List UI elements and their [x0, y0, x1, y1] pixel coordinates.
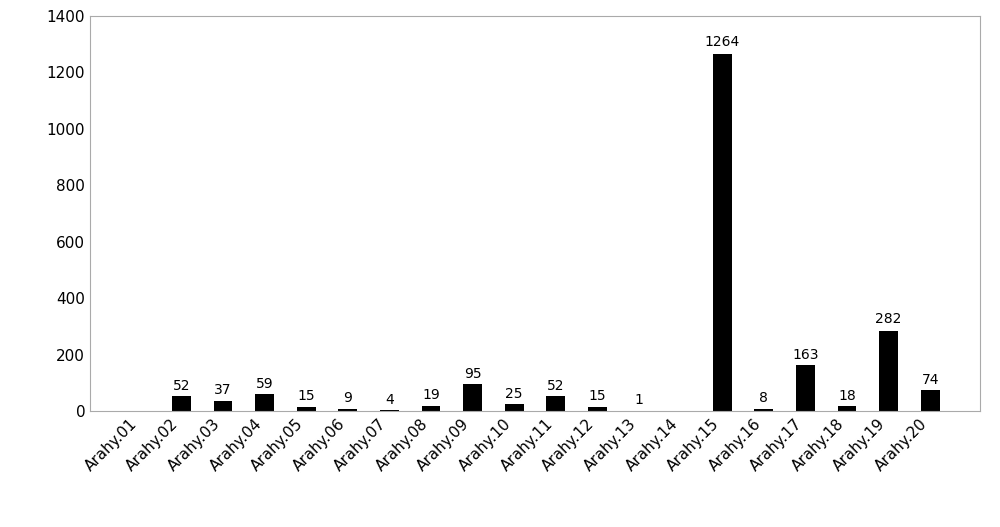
Text: 95: 95 [464, 367, 481, 381]
Text: 37: 37 [214, 383, 232, 397]
Bar [546, 396, 565, 411]
Bar [463, 384, 482, 411]
Bar [172, 396, 191, 411]
Bar [380, 410, 399, 411]
Bar [338, 408, 357, 411]
Text: 19: 19 [422, 388, 440, 402]
Text: 52: 52 [173, 379, 190, 393]
Bar [297, 407, 316, 411]
Bar [796, 365, 815, 411]
Text: 9: 9 [343, 391, 352, 405]
Text: 15: 15 [297, 389, 315, 404]
Bar [713, 54, 732, 411]
Text: 15: 15 [589, 389, 606, 404]
Text: 74: 74 [921, 373, 939, 387]
Bar [422, 406, 440, 411]
Text: 59: 59 [256, 377, 273, 391]
Text: 1264: 1264 [705, 35, 740, 49]
Bar [838, 406, 856, 411]
Bar [214, 401, 232, 411]
Text: 25: 25 [505, 387, 523, 401]
Bar [921, 390, 940, 411]
Bar [505, 404, 524, 411]
Text: 4: 4 [385, 393, 394, 406]
Bar [588, 407, 607, 411]
Text: 18: 18 [838, 388, 856, 403]
Text: 282: 282 [875, 313, 902, 326]
Text: 52: 52 [547, 379, 565, 393]
Bar [879, 331, 898, 411]
Text: 1: 1 [635, 393, 643, 407]
Text: 8: 8 [759, 392, 768, 405]
Text: 163: 163 [792, 348, 819, 362]
Bar [255, 394, 274, 411]
Bar [754, 409, 773, 411]
